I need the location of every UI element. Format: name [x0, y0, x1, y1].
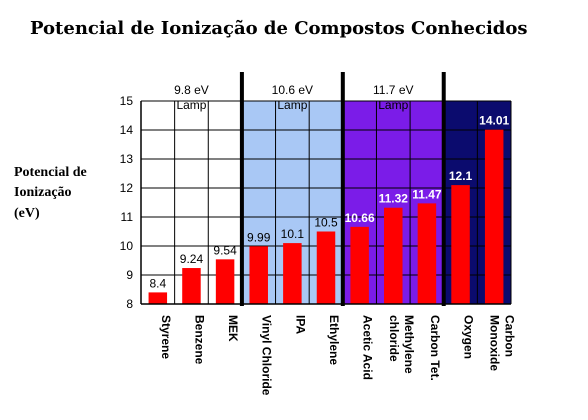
- x-category-label: Ethylene: [327, 315, 341, 365]
- x-category-label: Methylene: [402, 315, 416, 374]
- x-category-label: MEK: [226, 315, 240, 342]
- data-label: 12.1: [449, 169, 473, 183]
- y-tick-label: 12: [120, 181, 134, 195]
- x-category-label: Carbon Tet.: [428, 315, 442, 381]
- lamp-label: Lamp: [176, 98, 206, 112]
- y-tick-label: 13: [120, 152, 134, 166]
- data-label: 9.99: [247, 230, 271, 244]
- y-tick-label: 15: [120, 94, 134, 108]
- data-label: 9.24: [180, 252, 204, 266]
- y-tick-label: 11: [121, 210, 134, 224]
- lamp-label: Lamp: [277, 98, 307, 112]
- data-label: 14.01: [479, 114, 509, 128]
- x-category-label: Oxygen: [462, 315, 476, 359]
- data-label: 10.66: [345, 211, 375, 225]
- chart-title: Potencial de Ionização de Compostos Conh…: [30, 18, 528, 39]
- bar: [384, 207, 403, 304]
- y-axis-label-line-3: (eV): [14, 206, 40, 221]
- x-category-label: Benzene: [192, 315, 206, 365]
- data-label: 10.5: [314, 216, 338, 230]
- y-tick-label: 14: [120, 123, 134, 137]
- bar: [283, 243, 302, 304]
- bars: [148, 129, 504, 304]
- bar: [182, 268, 201, 304]
- data-label: 11.47: [412, 187, 442, 201]
- y-tick-label: 8: [126, 297, 133, 311]
- x-category-label: chloride: [387, 315, 401, 362]
- bar: [316, 231, 336, 304]
- x-category-label: Monoxide: [488, 315, 502, 371]
- data-label: 8.4: [149, 276, 166, 290]
- x-category-label: Styrene: [159, 315, 173, 359]
- y-tick-label: 9: [126, 268, 133, 282]
- bar: [350, 226, 369, 304]
- lamp-label: 10.6 eV: [272, 83, 313, 97]
- bar: [451, 185, 470, 304]
- bar: [417, 203, 437, 304]
- x-category-label: Carbon: [503, 315, 517, 357]
- y-axis-label-line-1: Potencial de: [14, 165, 87, 180]
- x-category-label: Acetic Acid: [361, 315, 375, 380]
- bar: [484, 129, 504, 304]
- x-category-label: IPA: [293, 315, 307, 334]
- y-axis-label-line-2: Ionização: [14, 185, 72, 200]
- lamp-label: 9.8 eV: [174, 83, 209, 97]
- bar: [148, 292, 168, 304]
- lamp-label: 11.7 eV: [373, 83, 413, 97]
- x-category-label: Vinyl Chloride: [260, 315, 274, 396]
- lamp-label: Lamp: [378, 98, 408, 112]
- region-separators: [140, 72, 511, 306]
- data-label: 10.1: [281, 227, 305, 241]
- data-label: 9.54: [213, 243, 237, 257]
- bar: [249, 246, 268, 304]
- bar: [215, 259, 235, 304]
- y-tick-label: 10: [120, 239, 134, 253]
- data-label: 11.32: [379, 192, 409, 206]
